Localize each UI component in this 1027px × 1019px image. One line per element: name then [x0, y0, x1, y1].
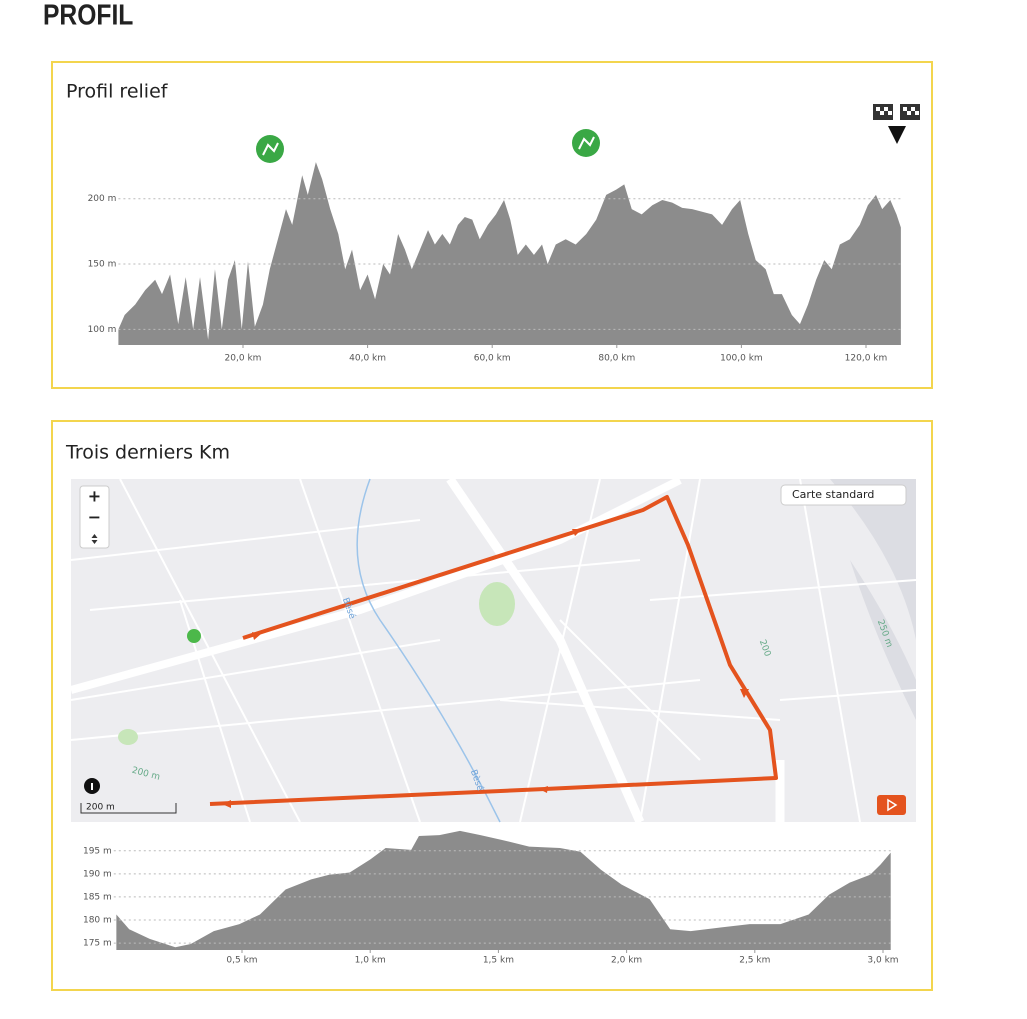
x-tick-label: 1,0 km — [355, 956, 386, 966]
panel-title: Trois derniers Km — [65, 442, 230, 464]
map: + − Carte standard 200 m Bèsé Bèsé 200 m… — [69, 476, 917, 824]
x-tick-label: 20,0 km — [225, 354, 262, 364]
layer-select[interactable] — [780, 484, 907, 506]
y-tick-label: 175 m — [83, 939, 112, 949]
y-tick-label: 200 m — [88, 194, 117, 204]
finish-flag — [873, 104, 920, 144]
elevation-area — [116, 830, 891, 950]
x-tick-label: 120,0 km — [845, 354, 888, 364]
play-button[interactable] — [877, 795, 906, 815]
y-tick-label: 100 m — [88, 325, 117, 335]
climb-icon — [256, 129, 600, 163]
x-tick-label: 0,5 km — [226, 956, 257, 966]
layer-label: Carte standard — [792, 488, 874, 501]
zoom-out[interactable]: − — [88, 508, 101, 527]
x-tick-label: 2,0 km — [611, 956, 642, 966]
x-tick-label: 100,0 km — [720, 354, 763, 364]
x-tick-label: 80,0 km — [598, 354, 635, 364]
x-tick-label: 40,0 km — [349, 354, 386, 364]
page-title: PROFIL — [43, 0, 133, 31]
panel — [51, 61, 933, 389]
panel-title: Profil relief — [66, 81, 169, 103]
y-tick-label: 190 m — [83, 869, 112, 879]
y-tick-label: 150 m — [88, 260, 117, 270]
x-tick-label: 1,5 km — [483, 956, 514, 966]
zoom-in[interactable]: + — [88, 487, 101, 506]
scale-label: 200 m — [86, 803, 115, 813]
y-tick-label: 195 m — [83, 846, 112, 856]
x-tick-label: 3,0 km — [867, 956, 898, 966]
x-tick-label: 2,5 km — [739, 956, 770, 966]
elevation-area — [118, 162, 901, 345]
x-tick-label: 60,0 km — [474, 354, 511, 364]
y-tick-label: 180 m — [83, 916, 112, 926]
y-tick-label: 185 m — [83, 892, 112, 902]
panel — [51, 420, 933, 991]
